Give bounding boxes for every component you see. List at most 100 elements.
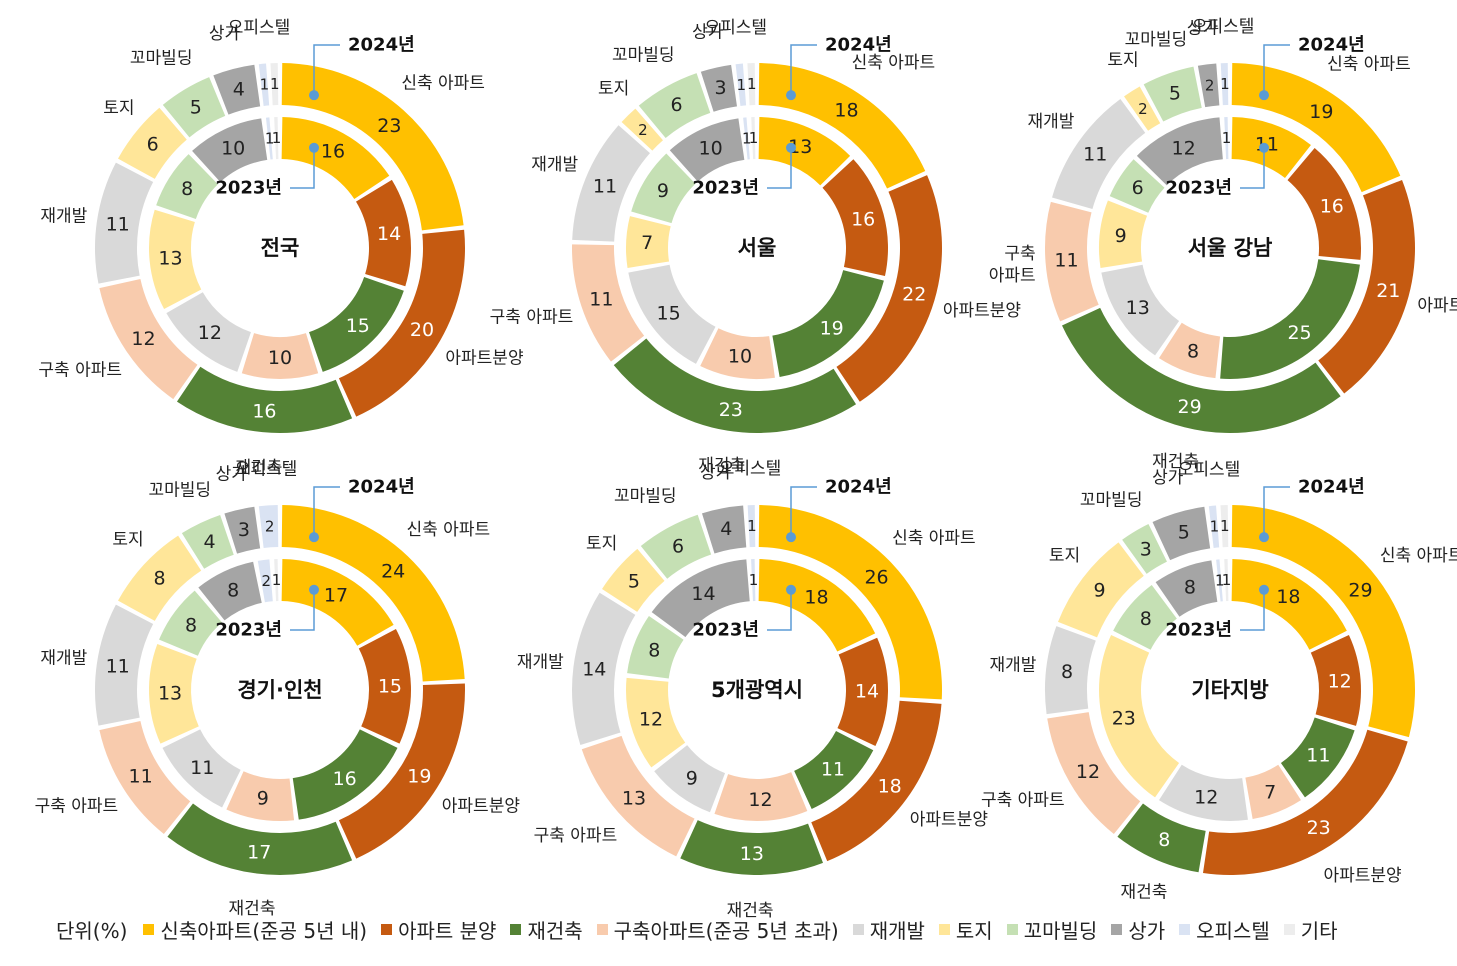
outer-ring-slice-redev — [1052, 98, 1146, 209]
inner-ring-slice-land — [149, 209, 202, 310]
inner-ring-slice-apt_sale — [822, 159, 888, 276]
outer-ring-slice-recon — [680, 820, 824, 875]
outer-ring-slice-recon — [1117, 803, 1206, 873]
inner-ring-label-officetel: 1 — [742, 129, 752, 147]
inner-ring-label-new_apt: 13 — [788, 136, 812, 158]
year-2024-label: 2024년 — [348, 477, 415, 498]
outer-ring-slice-apt_sale — [1318, 179, 1415, 394]
inner-ring-slice-new_apt — [1231, 559, 1347, 650]
inner-ring-label-redev: 9 — [686, 768, 698, 790]
year-2023-label: 2023년 — [692, 620, 759, 641]
outer-ring-slice-officetel — [1208, 505, 1220, 548]
outer-ring-label-land: 9 — [1093, 580, 1105, 602]
category-label-new_apt: 신축 아파트 — [892, 529, 976, 549]
outer-ring-slice-new_apt — [281, 505, 465, 682]
inner-ring-slice-redev — [1158, 764, 1248, 821]
inner-ring-label-apt_sale: 14 — [377, 223, 401, 245]
inner-ring-slice-redev — [166, 292, 251, 372]
outer-ring-label-apt_sale: 22 — [902, 284, 926, 306]
outer-ring-label-redev: 11 — [106, 656, 130, 678]
inner-ring-slice-officetel — [1216, 559, 1223, 602]
category-label-apt_sale: 아파트분양 — [910, 810, 988, 830]
category-label-apt_sale: 아파트분양 — [943, 301, 1021, 321]
inner-ring-label-land: 23 — [1112, 708, 1136, 730]
inner-ring-slice-small_bldg — [156, 154, 218, 219]
inner-ring-slice-small_bldg — [627, 615, 684, 679]
category-label-store: 상가 — [209, 24, 241, 44]
inner-ring-label-officetel: 2 — [261, 572, 271, 590]
category-label-officetel: 오피스텔 — [704, 18, 767, 38]
inner-ring-slice-officetel — [1224, 117, 1229, 160]
category-label-small_bldg: 꼬마빌딩 — [1125, 30, 1188, 50]
inner-ring-label-redev: 15 — [657, 302, 681, 324]
inner-ring-label-old_apt: 8 — [1187, 341, 1199, 363]
inner-ring-label-new_apt: 17 — [324, 584, 348, 606]
outer-ring-slice-new_apt — [281, 63, 464, 231]
inner-ring-slice-store — [669, 118, 745, 182]
inner-ring-slice-old_apt — [714, 772, 808, 821]
inner-ring-slice-other — [751, 117, 756, 160]
outer-ring-label-redev: 11 — [106, 214, 130, 236]
legend-label-recon: 재건축 — [527, 918, 583, 943]
outer-ring-slice-new_apt — [758, 505, 942, 700]
outer-ring-label-redev: 14 — [582, 658, 606, 680]
category-label-apt_sale: 아파트분양 — [1323, 866, 1401, 886]
category-label-officetel: 오피스텔 — [228, 18, 291, 38]
category-label-redev: 재개발 — [40, 207, 87, 227]
category-label-officetel: 오피스텔 — [719, 459, 782, 479]
inner-ring-slice-redev — [1101, 264, 1180, 356]
legend-swatch-recon — [510, 923, 522, 935]
outer-ring-slice-small_bldg — [638, 73, 711, 138]
outer-ring-slice-apt_sale — [1202, 729, 1408, 875]
inner-ring-slice-store — [1155, 560, 1218, 617]
inner-ring-slice-old_apt — [700, 328, 775, 380]
outer-ring-label-apt_sale: 19 — [407, 765, 431, 787]
inner-ring-slice-officetel — [743, 117, 750, 160]
inner-ring-slice-land — [626, 677, 686, 768]
year-2024-label: 2024년 — [1298, 35, 1365, 56]
category-label-recon: 재건축 — [727, 901, 774, 921]
outer-ring-label-officetel: 1 — [1220, 75, 1230, 93]
inner-ring-label-old_apt: 10 — [728, 346, 752, 368]
outer-ring-slice-other — [747, 63, 756, 106]
outer-ring-slice-recon — [613, 338, 857, 434]
outer-ring-slice-old_apt — [581, 735, 695, 857]
year-2024-leader — [313, 44, 340, 96]
outer-ring-slice-land — [1124, 86, 1161, 131]
inner-ring-label-small_bldg: 8 — [648, 640, 660, 662]
inner-ring-label-other: 1 — [272, 571, 282, 589]
category-label-new_apt: 신축 아파트 — [1327, 54, 1411, 74]
legend-item-other: 기타 — [1283, 915, 1338, 944]
outer-ring-slice-new_apt — [758, 63, 926, 189]
category-label-land: 토지 — [112, 530, 143, 550]
inner-ring-label-land: 13 — [158, 682, 182, 704]
inner-ring-label-redev: 12 — [198, 322, 222, 344]
outer-ring-slice-store — [213, 64, 261, 115]
category-label-small_bldg: 꼬마빌딩 — [612, 45, 675, 65]
inner-ring-slice-old_apt — [241, 333, 319, 379]
outer-ring-slice-small_bldg — [181, 514, 234, 569]
outer-ring-slice-small_bldg — [640, 514, 712, 579]
inner-ring-slice-new_apt — [1231, 117, 1311, 179]
chart-title: 5개광역시 — [711, 678, 803, 702]
legend-item-redev: 재개발 — [852, 915, 925, 944]
outer-ring-label-redev: 11 — [593, 175, 617, 197]
category-label-old_apt: 구축 아파트 — [38, 360, 122, 380]
year-2023-label: 2023년 — [692, 178, 759, 199]
year-2024-leader — [790, 44, 817, 96]
category-label-store: 상가 — [1187, 19, 1219, 39]
legend-swatch-other — [1283, 923, 1295, 935]
inner-ring-label-recon: 16 — [333, 768, 357, 790]
inner-ring-slice-small_bldg — [1109, 159, 1165, 213]
legend-item-new_apt: 신축아파트(준공 5년 내) — [143, 915, 367, 944]
outer-ring-label-recon: 16 — [252, 400, 276, 422]
inner-ring-slice-old_apt — [1245, 764, 1302, 820]
outer-ring-slice-old_apt — [99, 720, 191, 835]
outer-ring-label-old_apt: 11 — [589, 289, 613, 311]
inner-ring-label-store: 10 — [221, 137, 245, 159]
legend-item-recon: 재건축 — [510, 915, 583, 944]
category-label-small_bldg: 꼬마빌딩 — [614, 486, 677, 506]
